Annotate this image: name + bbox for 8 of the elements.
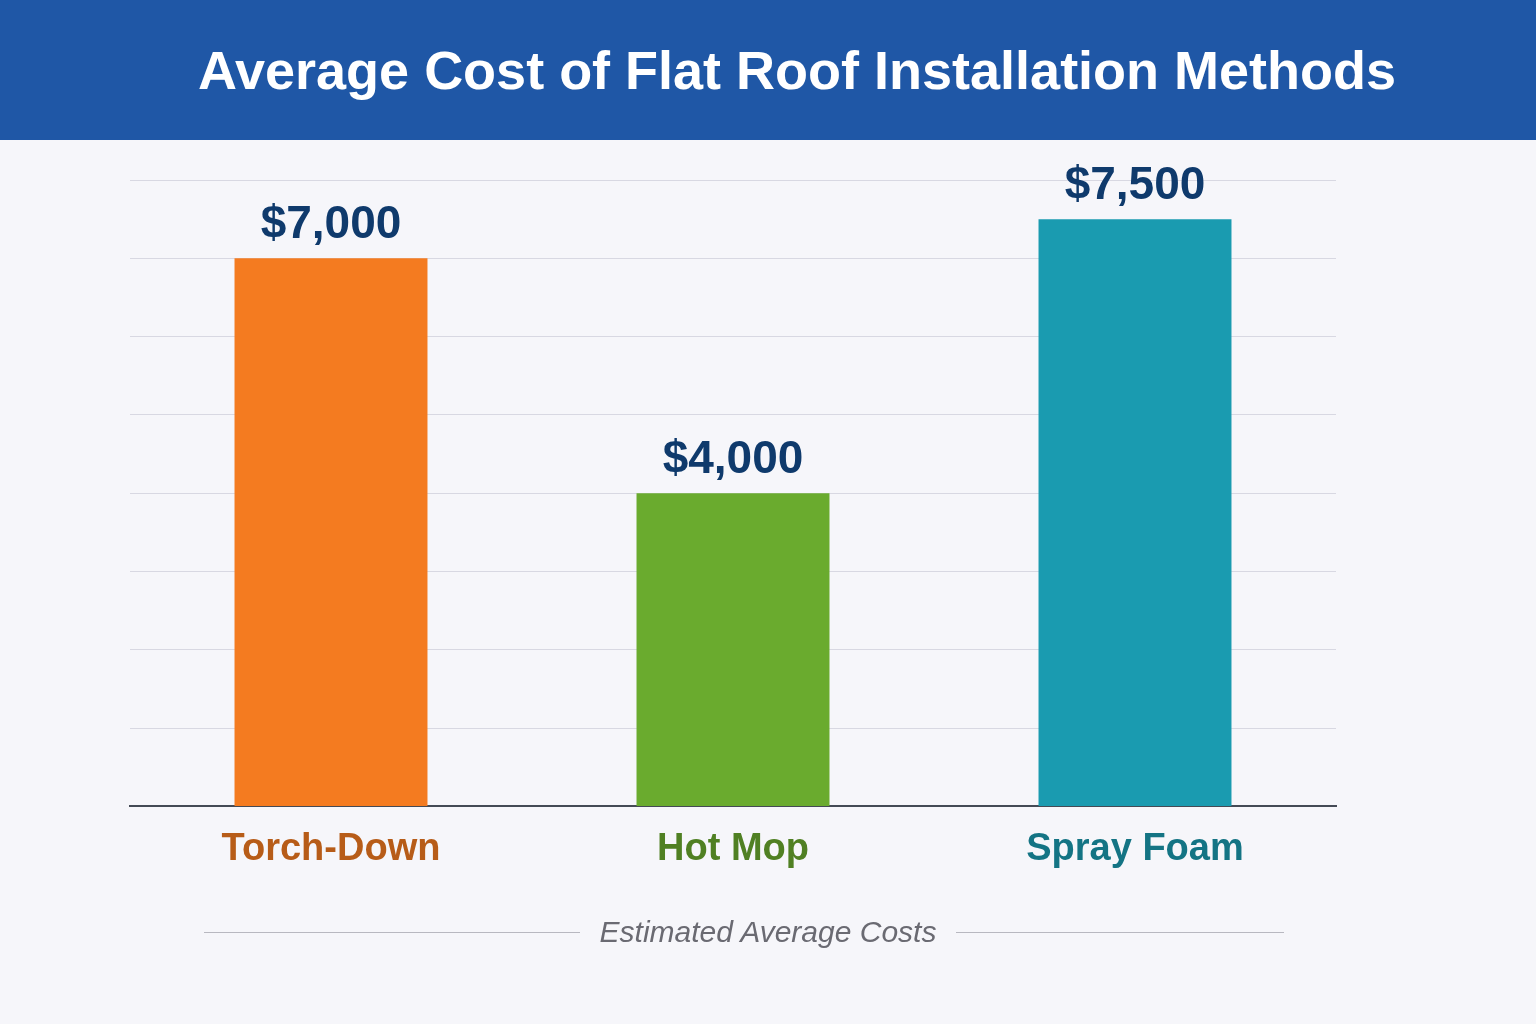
data-label: $7,500 [1064, 156, 1206, 209]
data-label: $7,000 [260, 195, 402, 248]
x-tick-label: Torch-Down [221, 825, 441, 868]
x-tick-label: Spray Foam [1026, 825, 1244, 868]
data-label: $4,000 [662, 430, 804, 483]
x-tick-label: Hot Mop [657, 825, 809, 868]
text: Estimated Average Costs [579, 915, 957, 948]
chart-title: Average Cost of Flat Roof Installation Methods [0, 0, 1536, 140]
